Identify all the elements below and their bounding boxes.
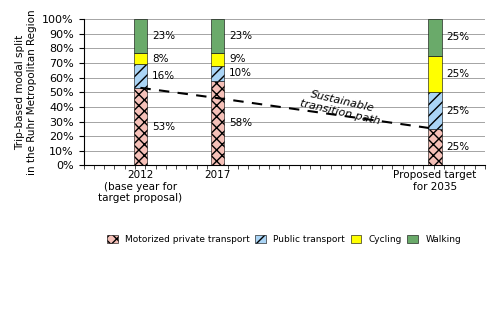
Bar <box>428 56 442 92</box>
Text: 10%: 10% <box>229 68 252 78</box>
Bar <box>134 53 147 64</box>
Bar <box>428 129 442 166</box>
Bar <box>428 19 442 56</box>
Text: 58%: 58% <box>229 118 252 128</box>
Text: 25%: 25% <box>446 142 469 152</box>
Bar <box>134 64 147 88</box>
Y-axis label: Trip-based modal split
in the Ruhr Metropolitan Region: Trip-based modal split in the Ruhr Metro… <box>15 9 36 175</box>
Bar <box>210 53 224 66</box>
Bar <box>428 92 442 129</box>
Text: 25%: 25% <box>446 32 469 42</box>
Bar <box>210 19 224 53</box>
Bar <box>210 81 224 166</box>
Bar <box>134 19 147 53</box>
Bar <box>210 66 224 81</box>
Bar <box>134 88 147 166</box>
Text: 8%: 8% <box>152 53 168 64</box>
Text: 25%: 25% <box>446 69 469 79</box>
Text: 16%: 16% <box>152 71 175 81</box>
Text: 25%: 25% <box>446 106 469 116</box>
Text: 23%: 23% <box>152 31 175 41</box>
Text: 23%: 23% <box>229 31 252 41</box>
Text: Sustainable
transition path: Sustainable transition path <box>299 87 384 127</box>
Legend: Motorized private transport, Public transport, Cycling, Walking: Motorized private transport, Public tran… <box>104 231 465 248</box>
Text: 53%: 53% <box>152 122 175 132</box>
Text: 9%: 9% <box>229 54 246 64</box>
